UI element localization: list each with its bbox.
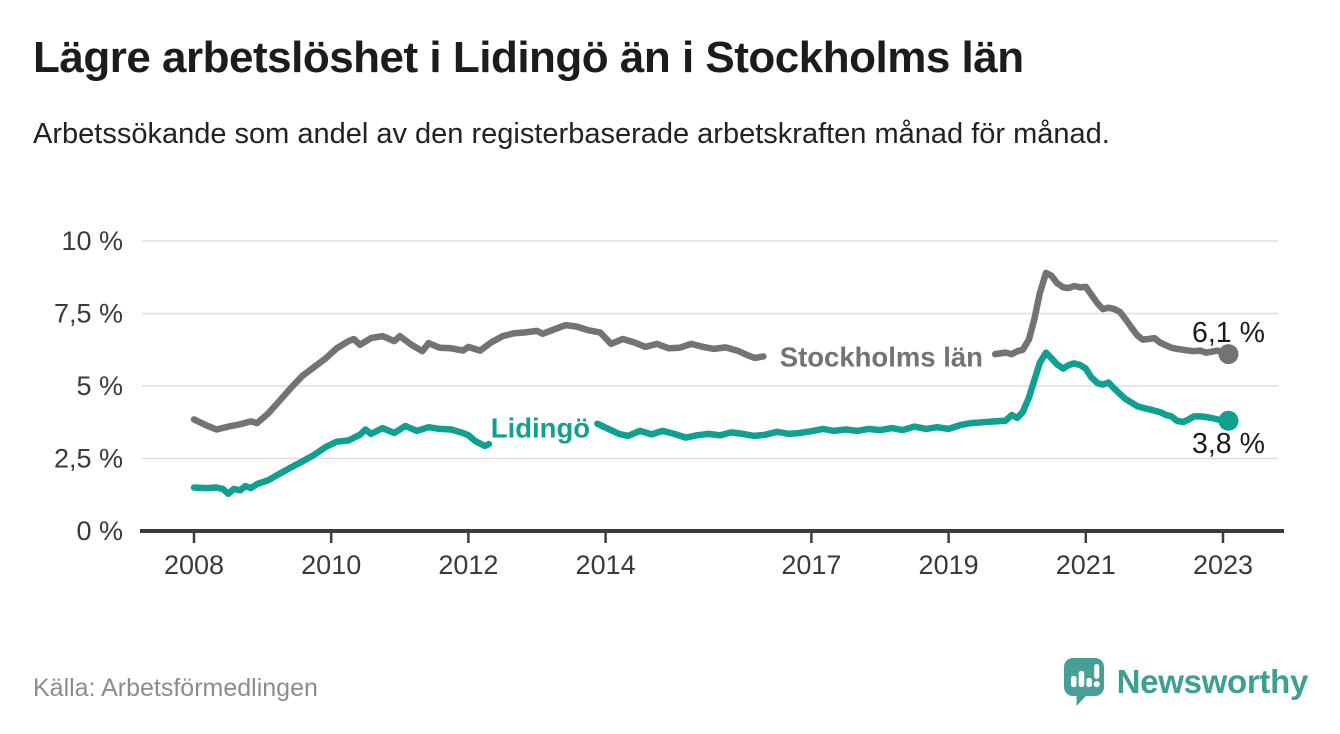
series-line [991,269,1232,358]
newsworthy-logo-icon [1062,656,1106,708]
newsworthy-brand-link[interactable]: Newsworthy [1062,656,1308,708]
x-axis-tick-label: 2021 [1056,550,1116,580]
x-axis-tick-label: 2023 [1193,550,1253,580]
y-axis-tick-label: 10 % [61,226,123,256]
y-axis-tick-label: 2,5 % [54,444,123,474]
series-inline-label: Stockholms län [780,342,983,373]
x-axis-tick-label: 2010 [301,550,361,580]
chart-subtitle: Arbetssökande som andel av den registerb… [33,118,1110,150]
y-axis-tick-label: 7,5 % [54,299,123,329]
series-inline-label: Lidingö [491,413,590,444]
series-end-value-label: 3,8 % [1192,428,1265,460]
x-axis-tick-label: 2014 [576,550,636,580]
series-end-dot [1218,410,1239,431]
series-end-dot [1218,344,1239,365]
x-axis-tick-label: 2019 [919,550,979,580]
x-axis-tick-label: 2012 [438,550,498,580]
series-end-value-label: 6,1 % [1192,317,1265,349]
y-axis-tick-label: 5 % [76,371,123,401]
x-axis-tick-label: 2008 [164,550,224,580]
chart-title: Lägre arbetslöshet i Lidingö än i Stockh… [33,33,1024,82]
source-note: Källa: Arbetsförmedlingen [33,674,318,702]
x-axis-tick-label: 2017 [781,550,841,580]
series-line [190,321,767,433]
y-axis-tick-label: 0 % [76,516,123,546]
series-line [594,349,1232,441]
series-line [190,422,493,498]
brand-name: Newsworthy [1116,663,1309,700]
